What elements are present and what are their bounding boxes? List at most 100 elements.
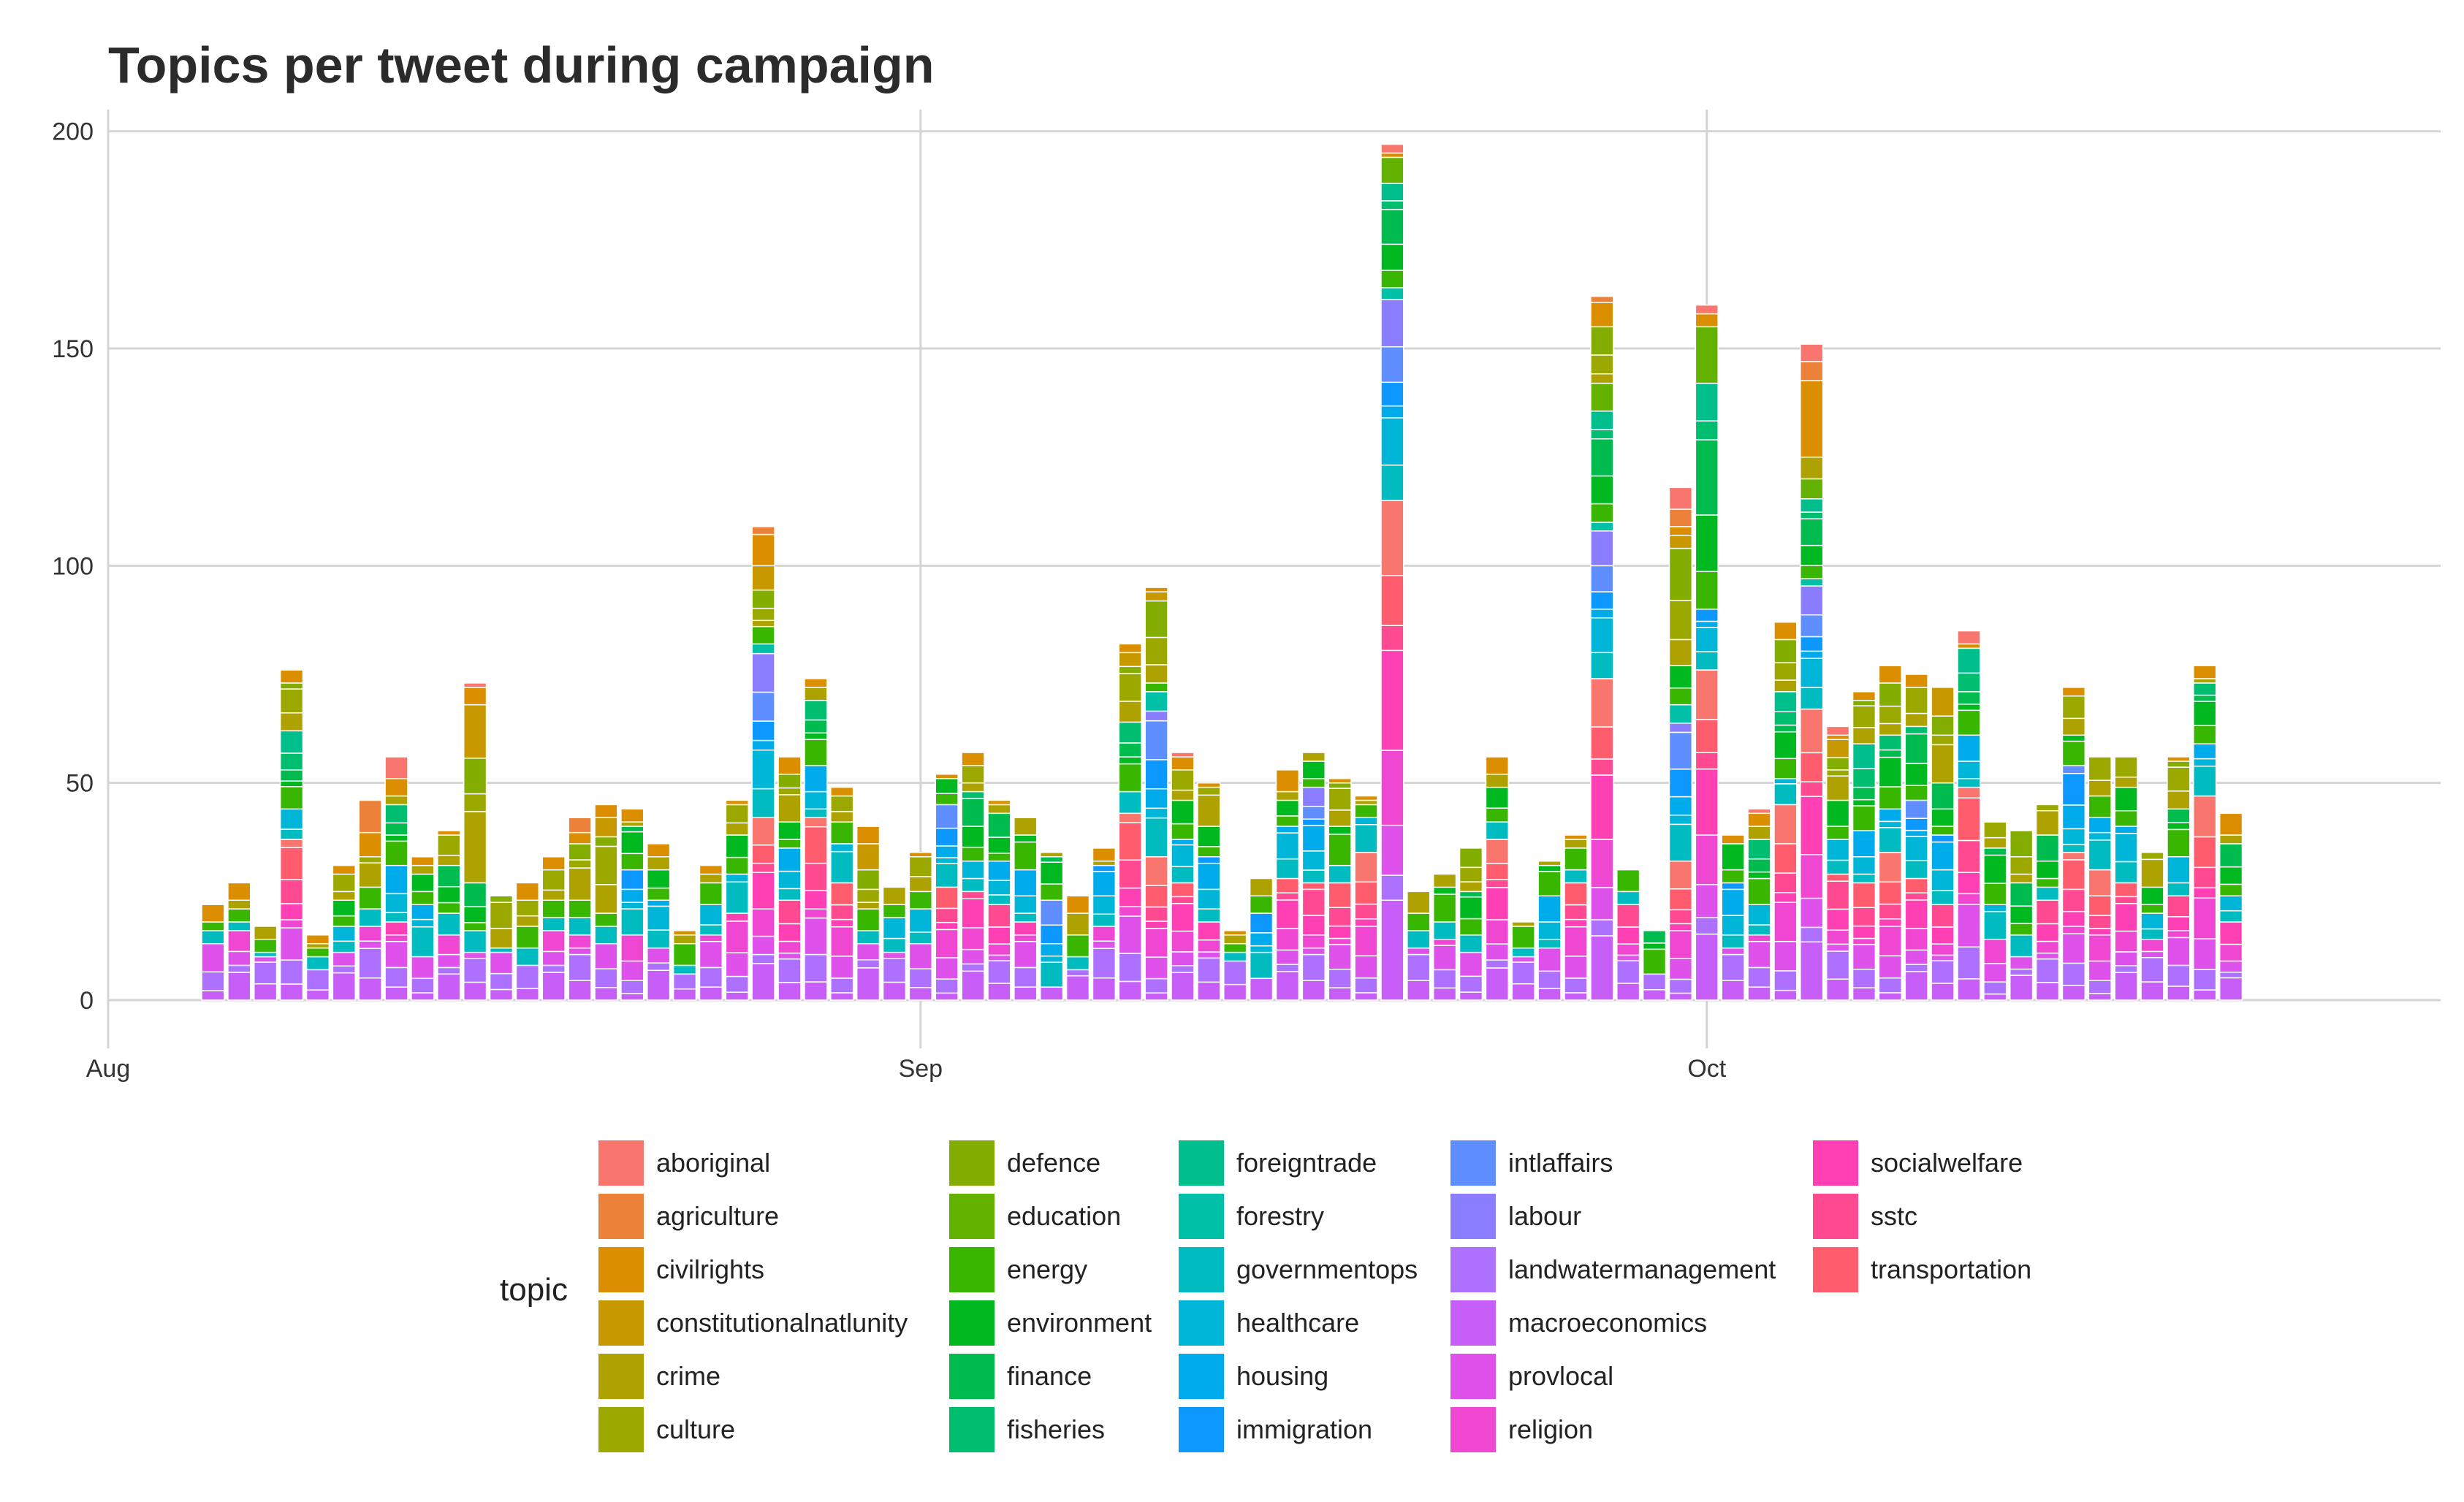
bar-segment xyxy=(1092,940,1117,949)
bar-segment xyxy=(1537,860,1562,866)
bar-segment xyxy=(1957,643,1981,649)
bar-segment xyxy=(1878,992,1903,1001)
bar-segment xyxy=(1721,934,1745,949)
bar-segment xyxy=(1931,808,1955,827)
bar-segment xyxy=(227,882,251,901)
legend-label: landwatermanagement xyxy=(1508,1254,1776,1284)
bar-segment xyxy=(1800,796,1824,855)
bar-segment xyxy=(751,643,775,655)
legend-title: topic xyxy=(500,1272,568,1308)
bar-segment xyxy=(1301,915,1326,936)
bar-segment xyxy=(2088,869,2112,897)
bar-segment xyxy=(1957,839,1981,873)
bar-segment xyxy=(1721,980,1745,1001)
bar-segment xyxy=(1773,777,1798,785)
bar-segment xyxy=(751,750,775,790)
bar-segment xyxy=(1459,975,1483,993)
bar-segment xyxy=(568,867,592,901)
bar-segment xyxy=(1564,977,1588,994)
bar-segment xyxy=(908,856,932,877)
bar-segment xyxy=(2009,934,2034,958)
bar-segment xyxy=(2114,965,2138,973)
bar-segment xyxy=(568,843,592,861)
bar-segment xyxy=(332,899,356,917)
bar-segment xyxy=(699,967,723,988)
bar-segment xyxy=(2061,852,2086,861)
bar-segment xyxy=(1695,719,1719,753)
bar-segment xyxy=(254,983,278,1001)
bar-segment xyxy=(2193,897,2217,939)
bar-segment xyxy=(1747,839,1771,860)
bar-segment xyxy=(620,993,644,1001)
bar-segment xyxy=(1144,720,1168,760)
bar-segment xyxy=(935,857,959,864)
bar-segment xyxy=(2218,895,2243,912)
bar-segment xyxy=(2088,779,2112,797)
bar-segment xyxy=(2193,938,2217,970)
bar-segment xyxy=(1642,973,1667,991)
bar-segment xyxy=(2140,981,2164,1001)
legend-label: healthcare xyxy=(1236,1308,1359,1338)
bar-segment xyxy=(856,908,881,931)
bar-segment xyxy=(935,907,959,923)
bar-segment xyxy=(2088,960,2112,981)
bar-segment xyxy=(411,904,435,920)
bar-segment xyxy=(804,953,828,983)
bar-segment xyxy=(2167,895,2191,918)
bar-segment xyxy=(1144,992,1168,1001)
bar-segment xyxy=(2035,899,2060,925)
bar-segment xyxy=(804,678,828,688)
bar-segment xyxy=(411,856,435,866)
bar-segment xyxy=(1407,947,1431,956)
bar-segment xyxy=(1432,939,1457,946)
bar-segment xyxy=(2009,923,2034,936)
bar-segment xyxy=(1380,183,1404,202)
bar-segment xyxy=(2061,844,2086,853)
bar-segment xyxy=(594,912,618,927)
bar-segment xyxy=(1668,600,1693,641)
bar-segment xyxy=(1197,794,1221,827)
bar-segment xyxy=(1275,832,1300,860)
bar-segment xyxy=(1564,926,1588,957)
bar-segment xyxy=(2218,977,2243,1001)
bar-segment xyxy=(1065,934,1090,958)
bar-segment xyxy=(2167,790,2191,810)
bar-segment xyxy=(646,887,671,901)
bar-segment xyxy=(1485,959,1510,969)
bar-segment xyxy=(1721,869,1745,884)
bar-segment xyxy=(987,960,1011,984)
bar-segment xyxy=(515,964,540,989)
bar-segment xyxy=(279,808,304,830)
bar-segment xyxy=(437,953,461,969)
bar-segment xyxy=(804,790,828,810)
bar-segment xyxy=(1014,841,1038,871)
bar-segment xyxy=(358,948,382,979)
bar-segment xyxy=(961,877,985,893)
bar-segment xyxy=(1695,669,1719,720)
bar-segment xyxy=(1800,636,1824,652)
bar-segment xyxy=(830,977,854,994)
y-tick-label: 50 xyxy=(66,770,94,798)
bar-segment xyxy=(1144,906,1168,922)
bar-segment xyxy=(856,888,881,903)
bar-segment xyxy=(1014,895,1038,914)
bar-segment xyxy=(1564,869,1588,884)
bar-segment xyxy=(856,869,881,891)
legend-label: environment xyxy=(1007,1308,1152,1338)
bar-segment xyxy=(1144,956,1168,980)
bar-segment xyxy=(1616,926,1640,945)
bar-segment xyxy=(2218,910,2243,923)
bar-segment xyxy=(1511,983,1535,1001)
bar-segment xyxy=(332,972,356,1001)
bar-segment xyxy=(594,845,618,885)
bar-segment xyxy=(1590,295,1614,303)
bar-segment xyxy=(1800,498,1824,513)
bar-segment xyxy=(1747,904,1771,926)
bar-segment xyxy=(2088,934,2112,962)
bar-segment xyxy=(227,972,251,1001)
bar-segment xyxy=(908,987,932,1001)
bar-segment xyxy=(2218,972,2243,979)
bar-segment xyxy=(830,992,854,1001)
bar-segment xyxy=(1773,783,1798,806)
